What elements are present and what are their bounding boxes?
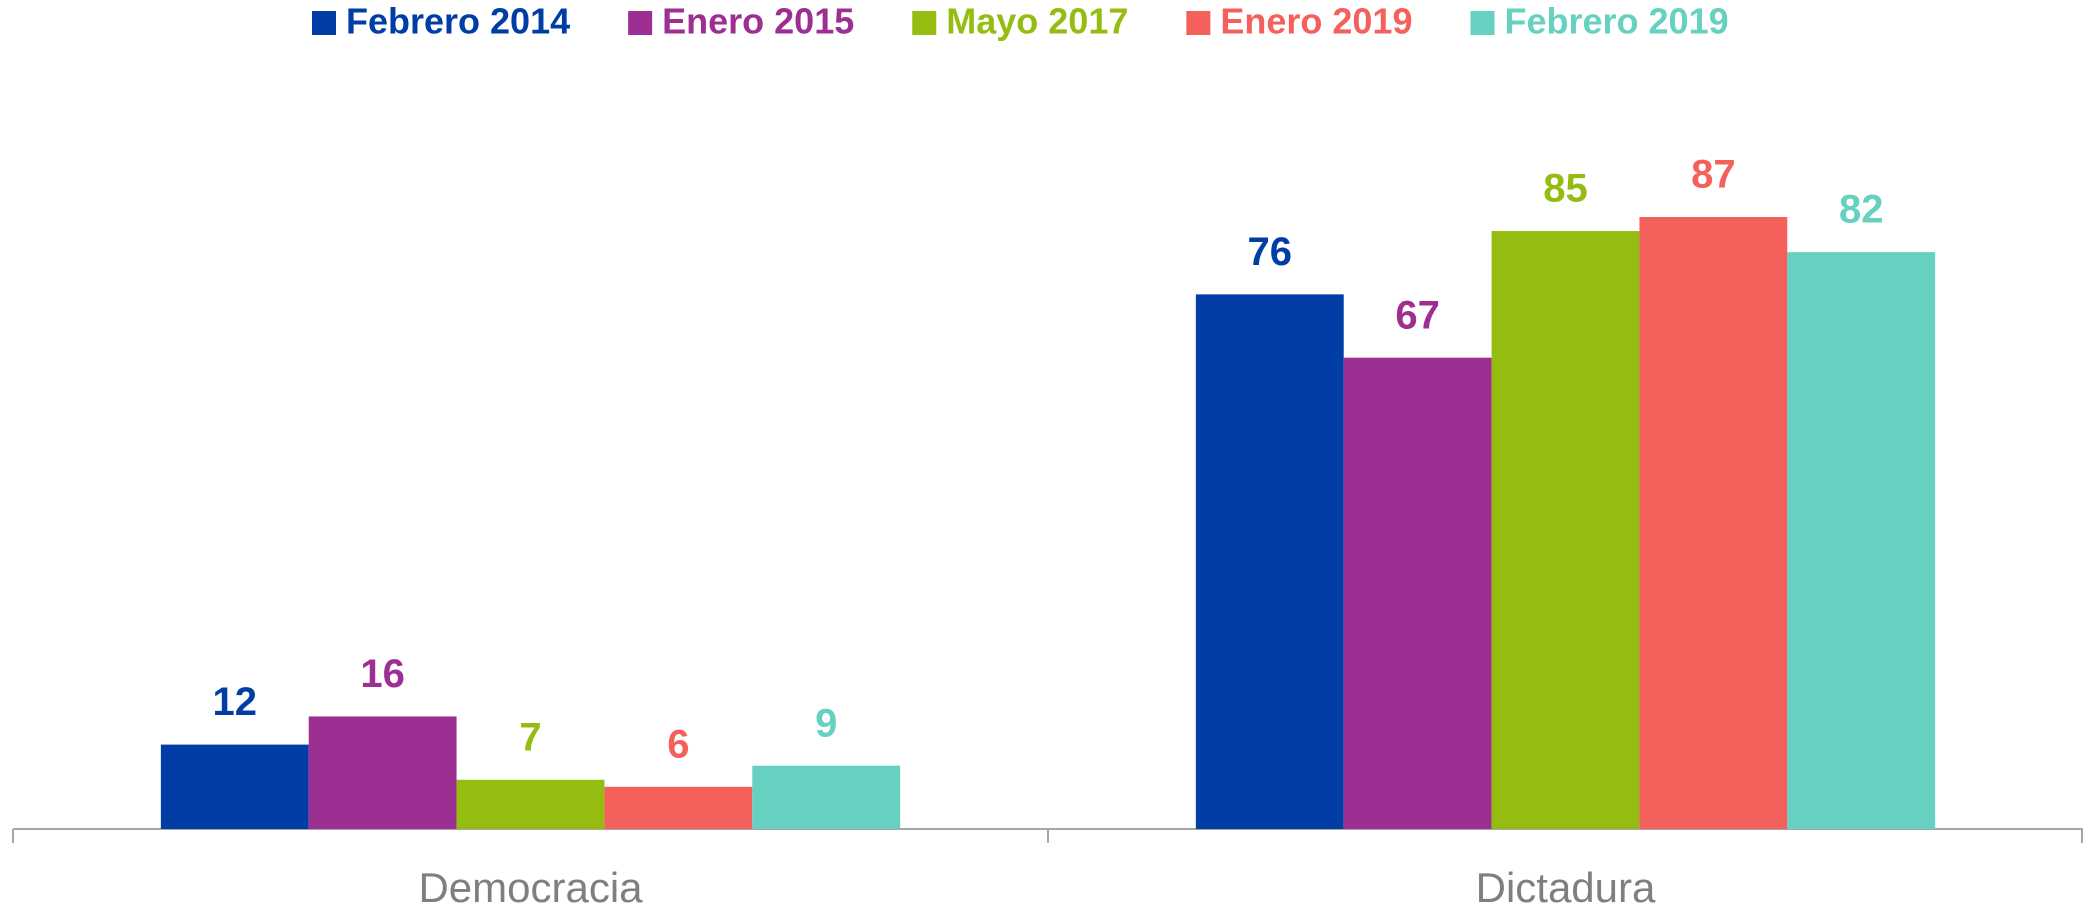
legend-label: Mayo 2017 xyxy=(946,1,1128,42)
bar xyxy=(308,716,457,829)
x-tick-label: Democracia xyxy=(418,864,643,911)
data-label: 9 xyxy=(815,701,837,745)
legend-swatch xyxy=(1470,11,1495,35)
bar xyxy=(1491,231,1640,829)
x-tick-label: Dictadura xyxy=(1476,864,1656,911)
data-label: 67 xyxy=(1395,293,1440,337)
data-label: 87 xyxy=(1691,153,1736,197)
legend-swatch xyxy=(628,11,653,35)
bar xyxy=(456,779,605,829)
data-label: 85 xyxy=(1543,167,1588,211)
legend-label: Febrero 2014 xyxy=(346,1,570,42)
bar xyxy=(160,744,309,829)
bar xyxy=(1195,294,1344,830)
bar xyxy=(752,765,901,829)
bar xyxy=(1639,217,1788,829)
legend-swatch xyxy=(1186,11,1211,35)
legend-label: Enero 2019 xyxy=(1220,1,1412,42)
data-label: 16 xyxy=(360,652,405,696)
legend-label: Enero 2015 xyxy=(662,1,854,42)
bar xyxy=(604,786,753,829)
data-label: 12 xyxy=(213,680,258,724)
data-label: 82 xyxy=(1839,188,1884,232)
legend-swatch xyxy=(912,11,937,35)
data-label: 76 xyxy=(1248,230,1293,274)
bar xyxy=(1787,252,1936,829)
data-label: 7 xyxy=(519,715,541,759)
bar xyxy=(1343,357,1492,829)
legend-swatch xyxy=(312,11,336,35)
data-label: 6 xyxy=(667,722,689,766)
legend-label: Febrero 2019 xyxy=(1504,1,1728,42)
